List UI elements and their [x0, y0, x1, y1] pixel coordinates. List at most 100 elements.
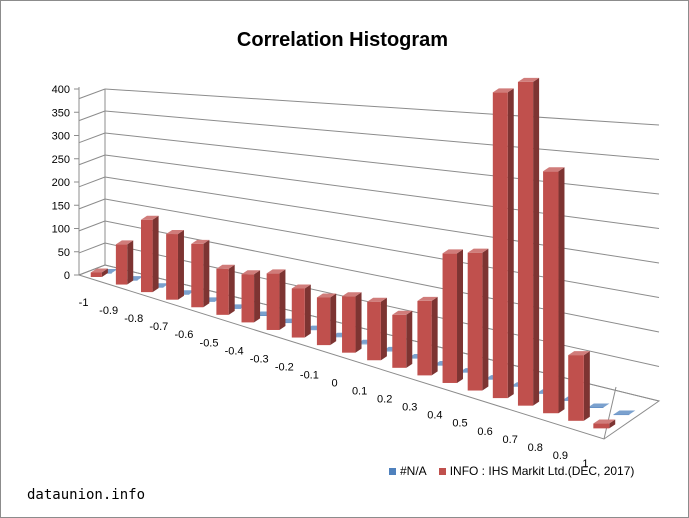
y-tick-label: 50	[58, 247, 70, 259]
bar-info	[367, 297, 387, 361]
bar-face	[442, 253, 458, 383]
series-info	[90, 77, 616, 429]
chart-title: Correlation Histogram	[236, 29, 449, 51]
bar-face	[613, 414, 630, 416]
bar-info	[417, 296, 438, 376]
bar-face	[587, 407, 604, 408]
bar-side	[355, 292, 362, 353]
gridline-side	[78, 88, 106, 100]
x-tick-label: 0.8	[528, 442, 543, 454]
bar-top	[613, 410, 636, 415]
bar-info	[392, 310, 413, 368]
bar-side	[457, 249, 464, 383]
bar-face	[228, 308, 242, 309]
bar-info	[115, 240, 134, 285]
bar-face	[241, 274, 255, 323]
y-axis: 0 50 100 150 200 250 300 350 400	[52, 84, 80, 282]
bar-na	[613, 410, 636, 416]
bar-top	[316, 293, 337, 298]
floor-outline	[78, 264, 661, 440]
bar-info	[568, 351, 590, 421]
bar-top	[517, 77, 540, 82]
gridline-back	[104, 154, 660, 229]
legend-label-na: #N/A	[400, 464, 427, 478]
bar-face	[517, 81, 534, 406]
bar-info	[543, 167, 565, 414]
gridline-back	[104, 88, 660, 126]
bar-top	[587, 403, 610, 408]
gridline-back	[104, 110, 660, 160]
bar-face	[331, 336, 345, 338]
bar-top	[392, 310, 413, 315]
bar-info	[191, 239, 210, 308]
bar-side	[380, 297, 387, 361]
bar-face	[543, 171, 559, 414]
y-tick-label: 0	[64, 270, 70, 282]
bar-top	[115, 240, 134, 245]
bar-side	[279, 269, 286, 330]
x-tick-label: -0.9	[99, 305, 118, 317]
bar-info	[517, 77, 540, 406]
bar-info	[216, 264, 235, 315]
x-tick-label: -0.1	[300, 369, 319, 381]
bar-side	[558, 167, 565, 414]
x-tick-label: 0.5	[452, 418, 467, 430]
bar-side	[533, 77, 540, 406]
x-tick-label: 0.3	[402, 402, 417, 414]
bar-face	[382, 350, 397, 352]
x-tick-label: -1	[79, 297, 89, 309]
bar-face	[266, 273, 280, 330]
x-tick-label: 0.6	[477, 426, 492, 438]
bar-face	[115, 244, 128, 285]
bar-face	[392, 314, 407, 368]
bar-info	[166, 230, 184, 300]
x-tick-label: -0.7	[149, 321, 168, 333]
bar-info	[291, 284, 311, 338]
x-tick-label: 0	[331, 378, 337, 390]
legend: #N/A INFO : IHS Markit Ltd.(DEC, 2017)	[389, 464, 646, 478]
gridline-side	[78, 198, 106, 210]
bar-face	[417, 300, 432, 376]
gridline-side	[78, 220, 106, 232]
gridline-back	[104, 220, 660, 333]
bar-face	[485, 379, 500, 380]
bar-info	[241, 270, 261, 323]
bar-face	[367, 301, 381, 361]
bar-top	[417, 296, 438, 301]
bar-side	[152, 215, 159, 293]
bar-face	[254, 315, 268, 316]
bar-face	[408, 357, 423, 359]
y-tick-label: 200	[52, 177, 70, 189]
gridline-side	[78, 154, 106, 166]
legend-item-na: #N/A	[389, 464, 427, 478]
bar-face	[342, 296, 356, 353]
legend-item-info: INFO : IHS Markit Ltd.(DEC, 2017)	[438, 464, 634, 478]
bar-side	[406, 310, 413, 368]
bar-top	[593, 419, 616, 424]
x-axis: -1 -0.9 -0.8 -0.7 -0.6 -0.5 -0.4 -0.3 -0.2 -0.1 0 0…	[79, 297, 589, 470]
bar-side	[304, 284, 311, 338]
bar-side	[507, 88, 514, 399]
bar-info	[593, 419, 616, 429]
bar-face	[216, 268, 229, 315]
bar-top	[216, 264, 235, 269]
bar-side	[127, 240, 134, 285]
bar-top	[442, 249, 464, 254]
bar-info	[90, 268, 108, 277]
bar-info	[442, 249, 464, 383]
legend-swatch-na	[389, 467, 396, 475]
gridline-back	[104, 198, 660, 298]
x-tick-label: 0.2	[377, 394, 392, 406]
bar-face	[305, 329, 319, 331]
bar-top	[291, 284, 311, 289]
watermark: dataunion.info	[27, 487, 146, 503]
bar-side	[482, 248, 489, 391]
x-tick-label: -0.5	[200, 337, 219, 349]
gridline-side	[78, 176, 106, 188]
gridline-side	[78, 110, 106, 122]
bar-face	[459, 372, 475, 373]
x-tick-label: 0.1	[352, 386, 367, 398]
bar-side	[228, 264, 235, 315]
